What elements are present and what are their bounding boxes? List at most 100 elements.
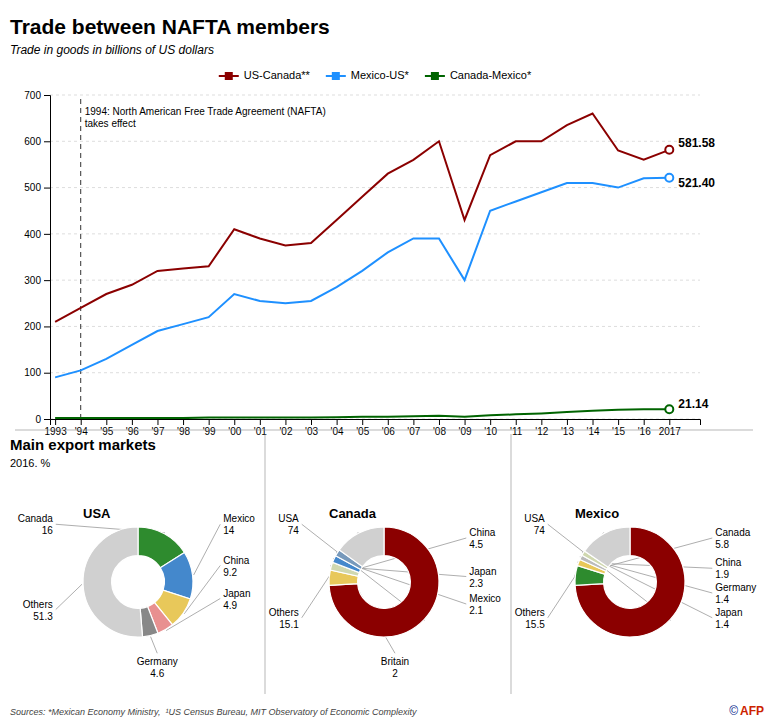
x-tick-mark <box>285 419 286 425</box>
x-tick-label: '14 <box>586 426 599 437</box>
slice <box>140 607 158 637</box>
slice-label-name: Canada <box>715 527 750 538</box>
y-tick-label: 400 <box>24 229 41 240</box>
grid <box>50 95 700 419</box>
slice-label: Mexico2.1 <box>469 593 501 616</box>
grid-line <box>50 141 700 142</box>
slice-label: China9.2 <box>223 555 250 578</box>
slice-label-value: 9.2 <box>223 567 237 578</box>
slice-label-name: USA <box>278 513 299 524</box>
y-tick: 100 <box>24 367 50 378</box>
y-tick-mark <box>44 234 50 235</box>
donut: MexicoUSA74Canada5.8China1.9Germany1.4Ja… <box>515 506 757 637</box>
section-subtitle: 2016. % <box>10 457 51 469</box>
leader-line <box>151 637 158 654</box>
separator <box>15 430 753 431</box>
x-tick-label: '99 <box>203 426 216 437</box>
y-tick: 500 <box>24 182 50 193</box>
credit: AFP <box>740 704 764 718</box>
x-tick-mark <box>644 419 645 425</box>
x-tick: '05 <box>356 419 369 437</box>
x-tick-label: '08 <box>433 426 446 437</box>
annotation: 1994: North American Free Trade Agreemen… <box>85 106 326 129</box>
x-tick-label: '09 <box>459 426 472 437</box>
slices <box>83 527 193 637</box>
y-tick-mark <box>44 141 50 142</box>
x-tick-label: '04 <box>331 426 344 437</box>
slice-label-name: Germany <box>137 656 178 667</box>
slice-label-name: Others <box>515 607 545 618</box>
x-tick-mark <box>465 419 466 425</box>
slice-label: Britain2 <box>381 656 409 679</box>
legend-swatch <box>431 72 439 80</box>
slice-labels: USA74Canada5.8China1.9Germany1.4Japan1.4… <box>515 513 757 630</box>
slice-label-value: 2.1 <box>469 605 483 616</box>
leader-lines <box>548 524 713 620</box>
y-tick-mark <box>44 280 50 281</box>
y-tick-label: 700 <box>24 90 41 101</box>
x-tick: '08 <box>433 419 446 437</box>
y-axis: 0100200300400500600700 <box>24 90 50 425</box>
x-tick: '09 <box>459 419 472 437</box>
credit: © <box>729 704 738 718</box>
x-tick-mark <box>362 419 363 425</box>
x-tick: '00 <box>228 419 241 437</box>
leader-lines <box>302 524 467 653</box>
slice-label-value: 74 <box>288 525 300 536</box>
leader-line <box>56 584 82 609</box>
x-tick: '04 <box>331 419 344 437</box>
end-marker <box>665 146 673 154</box>
legend: US-Canada**Mexico-US*Canada-Mexico* <box>219 69 532 81</box>
x-tick-mark <box>490 419 491 425</box>
x-tick-mark <box>55 419 56 425</box>
y-tick: 0 <box>35 414 50 425</box>
x-tick-mark <box>439 419 440 425</box>
x-tick: '07 <box>407 419 420 437</box>
slice-label-name: Canada <box>18 513 53 524</box>
x-tick: '15 <box>612 419 625 437</box>
legend-item: Mexico-US* <box>326 69 410 81</box>
x-tick-mark <box>81 419 82 425</box>
slice-label-value: 5.8 <box>715 539 729 550</box>
data-label: 581.58 <box>678 136 715 150</box>
slice-label-value: 2.3 <box>469 578 483 589</box>
x-axis: 1993'94'95'96'97'98'99'00'01'02'03'04'05… <box>44 419 700 437</box>
y-tick-mark <box>44 326 50 327</box>
plot-area <box>55 95 673 419</box>
leader-line <box>194 524 221 575</box>
legend-swatch <box>332 72 340 80</box>
legend-swatch <box>225 72 233 80</box>
slice-label-name: China <box>715 557 742 568</box>
slice-label-name: China <box>223 555 250 566</box>
x-tick-label: '98 <box>177 426 190 437</box>
grid-line <box>50 95 700 96</box>
separator <box>265 434 266 694</box>
data-label: 21.14 <box>678 397 708 411</box>
slice-label-name: Mexico <box>223 513 255 524</box>
x-tick-mark <box>567 419 568 425</box>
x-tick-mark <box>541 419 542 425</box>
slice-label-value: 1.4 <box>715 594 729 605</box>
series-line <box>55 114 669 322</box>
leader-lines <box>56 524 221 653</box>
slice-label: Germany4.6 <box>137 656 178 679</box>
legend-label: Mexico-US* <box>351 69 410 81</box>
slice-label-name: Japan <box>715 607 742 618</box>
x-tick-mark <box>337 419 338 425</box>
slice-label-value: 14 <box>223 525 235 536</box>
grid-line <box>50 326 700 327</box>
x-tick-mark <box>618 419 619 425</box>
x-tick-label: '02 <box>279 426 292 437</box>
legend-item: US-Canada** <box>219 69 311 81</box>
x-tick-mark <box>157 419 158 425</box>
x-tick: '12 <box>535 419 548 437</box>
slice <box>585 527 630 567</box>
slice-label: Japan1.4 <box>715 607 742 630</box>
series-line <box>55 409 669 418</box>
y-tick-mark <box>44 95 50 96</box>
value-labels: 581.58521.4021.14 <box>678 136 715 411</box>
y-tick: 300 <box>24 275 50 286</box>
x-tick-mark <box>311 419 312 425</box>
end-marker <box>665 405 673 413</box>
slice-label-value: 4.6 <box>150 668 164 679</box>
